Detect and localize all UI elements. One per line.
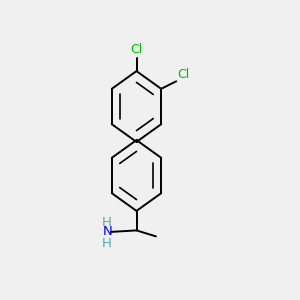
Text: H: H bbox=[102, 215, 111, 229]
Text: Cl: Cl bbox=[178, 68, 190, 81]
Text: Cl: Cl bbox=[130, 43, 142, 56]
Text: N: N bbox=[103, 225, 113, 239]
Text: H: H bbox=[102, 237, 111, 250]
